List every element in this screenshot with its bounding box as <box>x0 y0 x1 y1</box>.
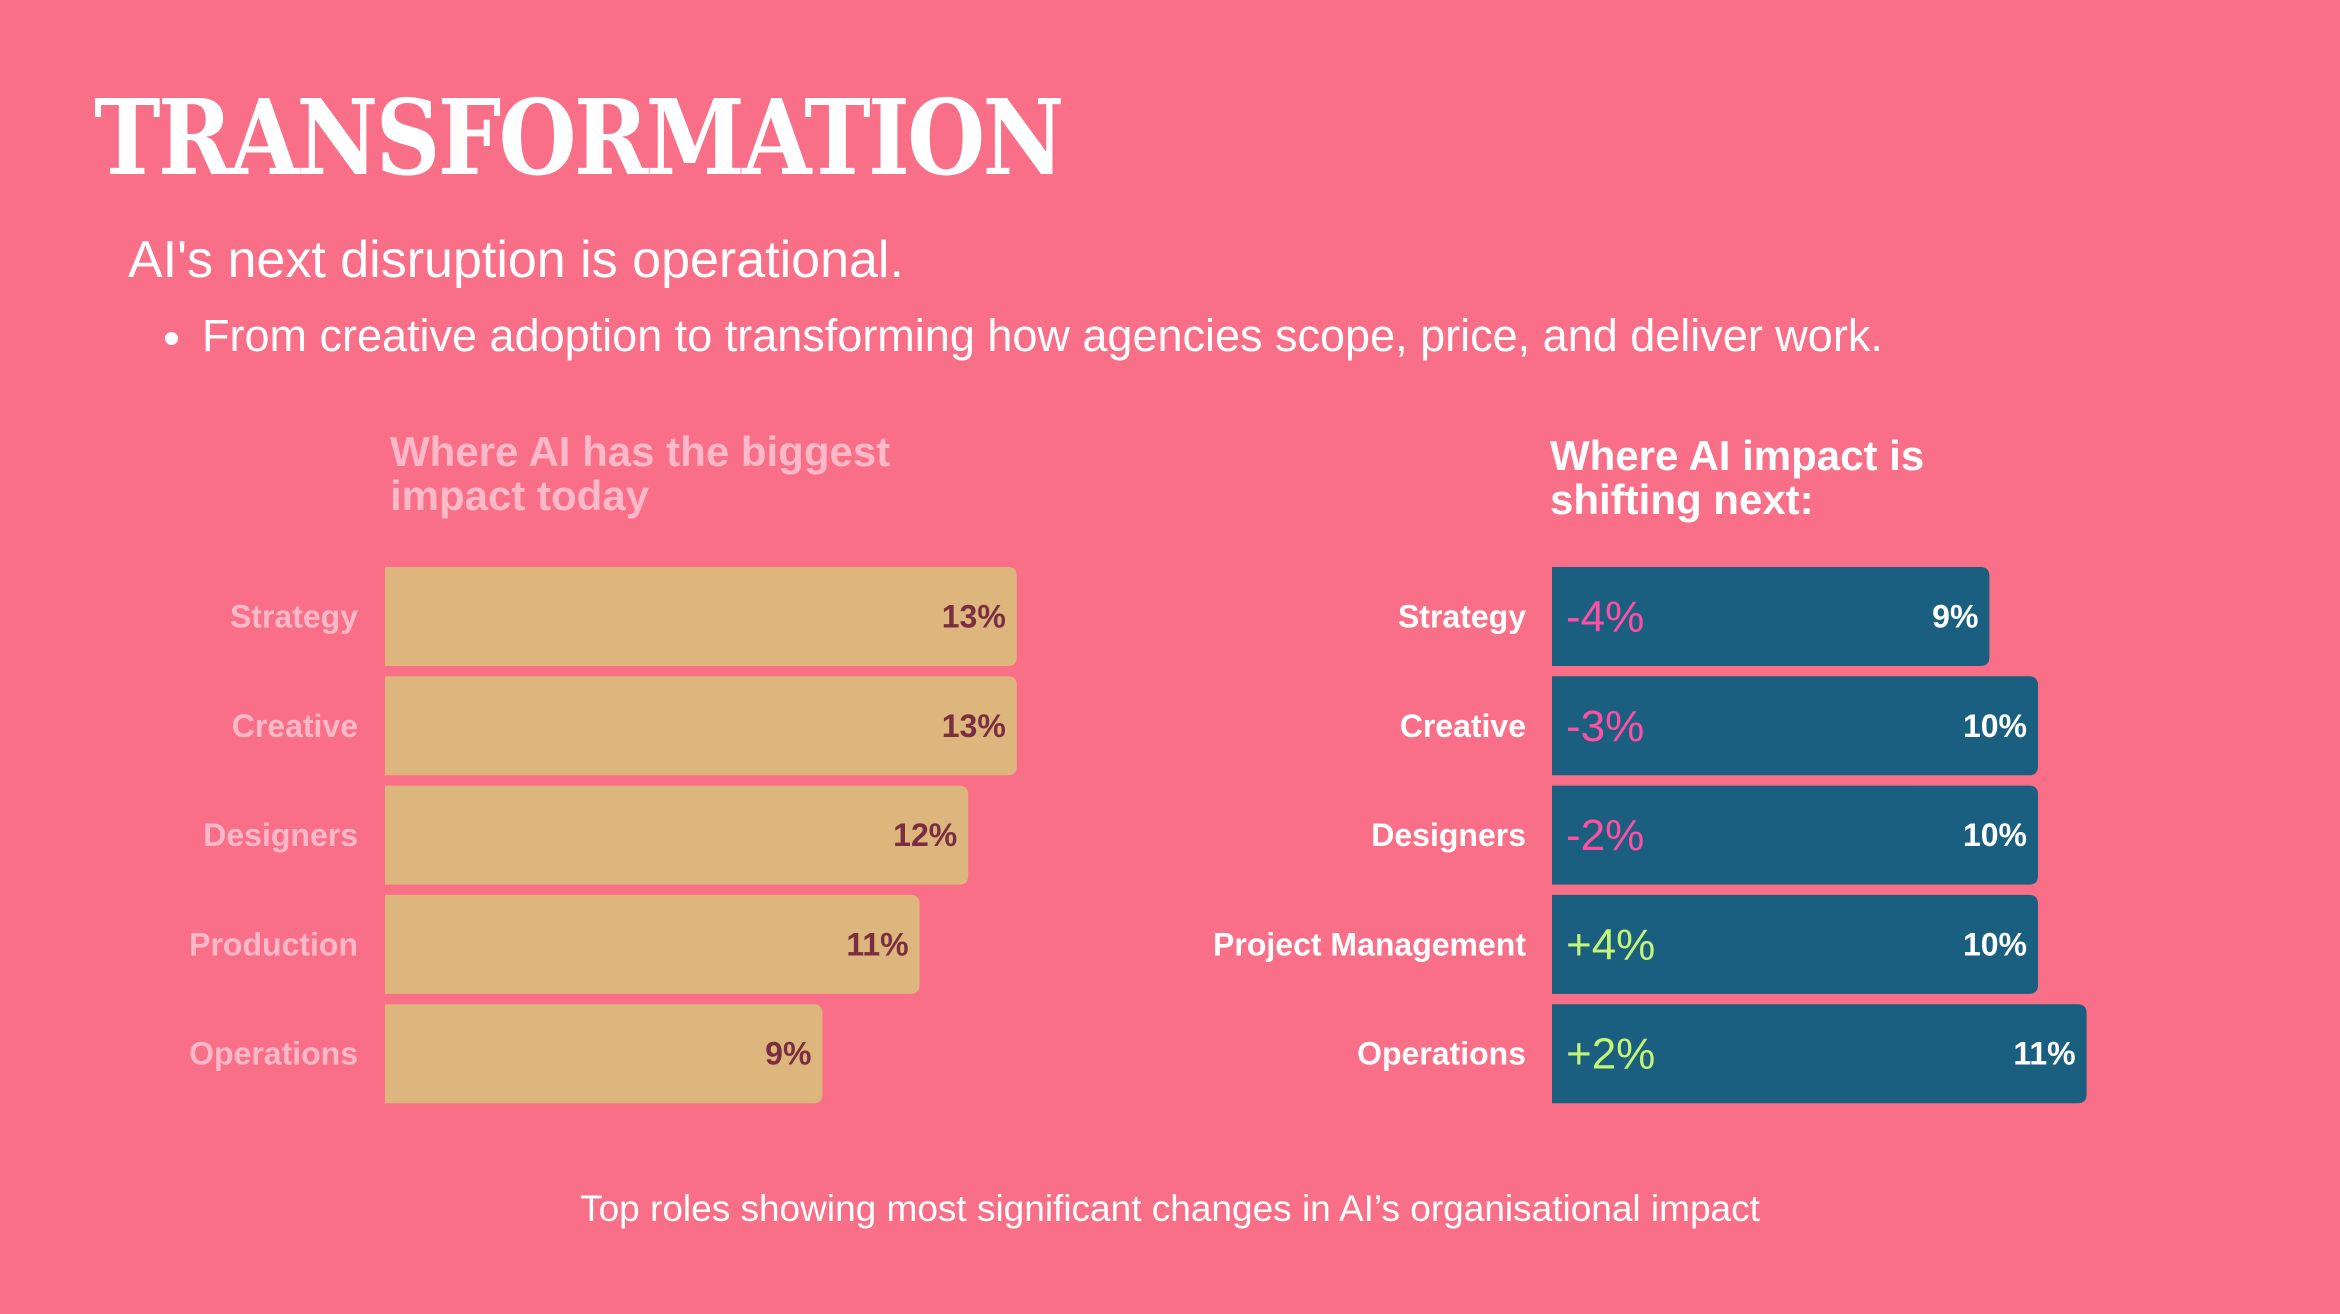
subtitle: AI's next disruption is operational. <box>128 231 904 289</box>
left-value-label: 13% <box>942 599 1006 635</box>
right-change-label: +4% <box>1566 920 1655 969</box>
right-value-label: 10% <box>1963 708 2027 744</box>
right-change-label: -2% <box>1566 811 1644 860</box>
right-category-label: Strategy <box>1398 599 1526 635</box>
right-change-label: +2% <box>1566 1030 1655 1079</box>
right-value-label: 10% <box>1963 817 2027 853</box>
bullet-dot-icon <box>165 331 178 345</box>
right-bar-operations <box>1552 1004 2087 1104</box>
right-value-label: 11% <box>2013 1036 2075 1072</box>
left-category-label: Strategy <box>230 599 358 635</box>
right-category-label: Operations <box>1357 1036 1526 1072</box>
right-change-label: -3% <box>1566 702 1644 751</box>
left-chart-title: Where AI has the biggest impact today <box>390 428 891 519</box>
page-title: TRANSFORMATION <box>94 76 1064 199</box>
bullet-text: From creative adoption to transforming h… <box>202 310 1883 361</box>
right-category-label: Project Management <box>1213 926 1526 962</box>
right-value-label: 10% <box>1963 926 2027 962</box>
left-category-label: Operations <box>189 1036 358 1072</box>
left-value-label: 11% <box>846 926 908 962</box>
left-category-label: Production <box>189 926 358 962</box>
right-bar-project-management <box>1552 894 2038 994</box>
bullet-point: From creative adoption to transforming h… <box>165 306 1883 366</box>
chart-caption: Top roles showing most significant chang… <box>580 1188 1760 1229</box>
left-bar-operations <box>385 1004 823 1104</box>
right-bar-designers <box>1552 785 2038 885</box>
left-category-label: Designers <box>203 817 358 853</box>
left-bar-designers <box>385 785 969 885</box>
left-value-label: 9% <box>765 1036 811 1072</box>
left-value-label: 13% <box>942 708 1006 744</box>
right-bar-creative <box>1552 676 2038 776</box>
right-value-label: 9% <box>1932 599 1978 635</box>
right-category-label: Designers <box>1371 817 1526 853</box>
left-value-label: 12% <box>893 817 957 853</box>
left-bar-production <box>385 894 920 994</box>
left-bar-creative <box>385 676 1017 776</box>
right-bar-strategy <box>1552 567 1990 666</box>
right-category-label: Creative <box>1400 708 1526 744</box>
left-bar-strategy <box>385 567 1017 666</box>
right-chart-title: Where AI impact is shifting next: <box>1550 432 1925 523</box>
left-category-label: Creative <box>232 708 358 744</box>
right-change-label: -4% <box>1566 593 1644 642</box>
